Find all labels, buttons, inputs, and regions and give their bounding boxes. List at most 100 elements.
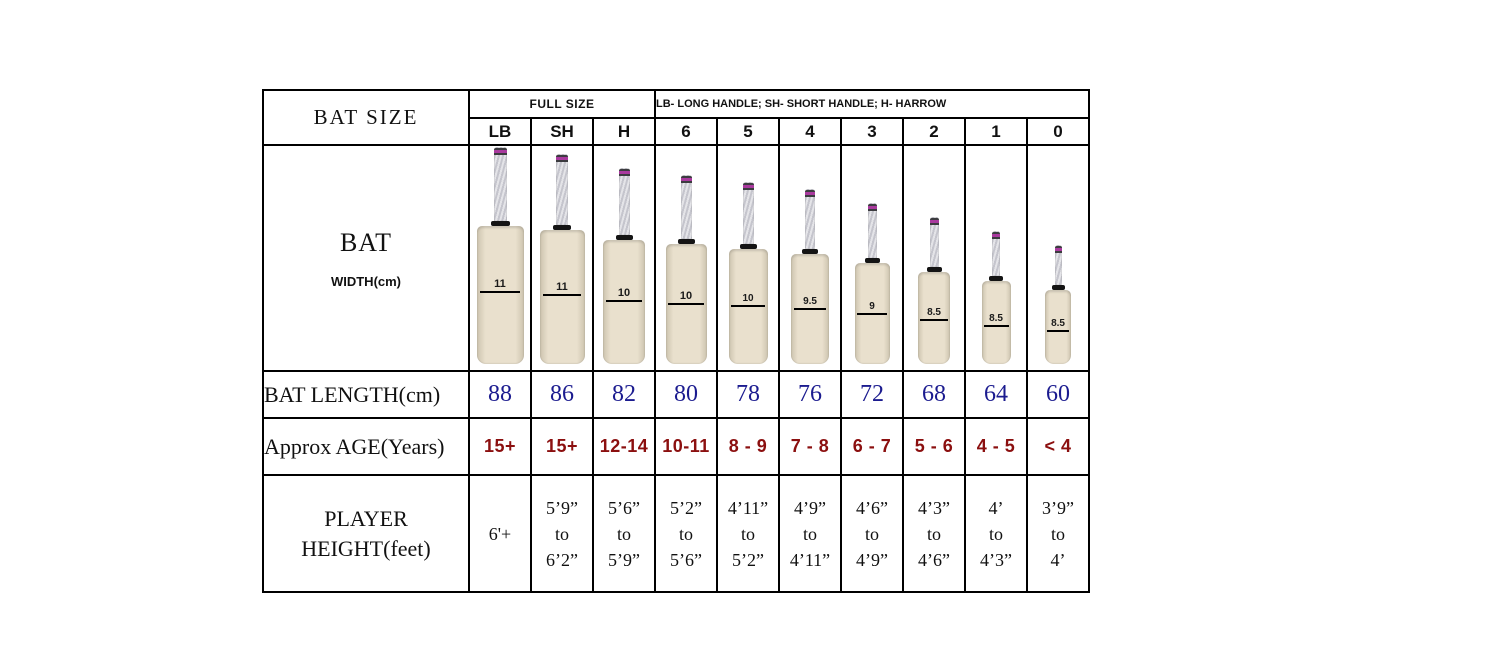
bat-length-row-label: BAT LENGTH(cm) xyxy=(262,370,470,419)
bat-handle-grip xyxy=(1054,245,1062,285)
cricket-bat-figure: 11 xyxy=(471,147,529,364)
bat-width-value: 9.5 xyxy=(793,296,827,310)
length-value-1: 64 xyxy=(964,370,1029,419)
grip-top-band xyxy=(556,155,568,162)
bat-collar xyxy=(490,221,510,226)
bat-label: BAT xyxy=(339,227,393,257)
length-value-SH: 86 xyxy=(530,370,594,419)
bat-size-chart: BAT SIZE FULL SIZE LB- LONG HANDLE; SH- … xyxy=(262,89,1091,593)
bat-collar xyxy=(615,235,633,240)
cricket-bat-figure: 11 xyxy=(533,154,591,364)
length-value-6: 80 xyxy=(654,370,719,419)
age-value-0: < 4 xyxy=(1026,417,1091,476)
bat-cell-1: 8.5 xyxy=(964,144,1029,372)
bat-cell-6: 10 xyxy=(654,144,719,372)
col-header-1: 1 xyxy=(964,117,1029,146)
col-header-4: 4 xyxy=(778,117,843,146)
bat-cell-3: 9 xyxy=(840,144,905,372)
cricket-bat-figure: 9 xyxy=(843,203,901,364)
cricket-bat-figure: 10 xyxy=(595,168,653,364)
bat-width-value: 9 xyxy=(856,301,888,316)
length-value-0: 60 xyxy=(1026,370,1091,419)
length-value-3: 72 xyxy=(840,370,905,419)
bat-handle-grip xyxy=(805,189,816,249)
bat-handle-grip xyxy=(556,154,568,225)
height-value-6: 5’2” to 5’6” xyxy=(654,474,719,593)
age-value-6: 10-11 xyxy=(654,417,719,476)
bat-width-value: 11 xyxy=(479,278,521,294)
grip-top-band xyxy=(992,232,1001,239)
grip-top-band xyxy=(742,183,754,190)
age-value-2: 5 - 6 xyxy=(902,417,967,476)
bat-blade: 10 xyxy=(728,249,768,364)
bat-cell-2: 8.5 xyxy=(902,144,967,372)
age-value-SH: 15+ xyxy=(530,417,594,476)
bat-blade: 9 xyxy=(854,263,890,364)
bat-blade: 10 xyxy=(603,240,645,364)
bat-width-unit-label: WIDTH(cm) xyxy=(330,273,402,289)
bat-width-row-label: BAT WIDTH(cm) xyxy=(262,144,470,372)
bat-width-value: 10 xyxy=(605,287,643,303)
bat-cell-5: 10 xyxy=(716,144,781,372)
height-value-SH: 5’9” to 6’2” xyxy=(530,474,594,593)
size-chart-table: BAT SIZE FULL SIZE LB- LONG HANDLE; SH- … xyxy=(262,89,1091,593)
height-value-H: 5’6” to 5’9” xyxy=(591,474,657,593)
height-value-4: 4’9” to 4’11” xyxy=(778,474,843,593)
age-value-5: 8 - 9 xyxy=(716,417,781,476)
col-header-3: 3 xyxy=(840,117,905,146)
age-value-3: 6 - 7 xyxy=(840,417,905,476)
height-value-3: 4’6” to 4’9” xyxy=(840,474,905,593)
bat-cell-H: 10 xyxy=(591,144,657,372)
col-header-SH: SH xyxy=(530,117,594,146)
bat-collar xyxy=(1051,285,1065,290)
age-row-label: Approx AGE(Years) xyxy=(262,417,470,476)
bat-handle-grip xyxy=(867,203,877,258)
bat-cell-SH: 11 xyxy=(530,144,594,372)
bat-collar xyxy=(677,239,695,244)
col-header-0: 0 xyxy=(1026,117,1091,146)
bat-collar xyxy=(802,249,819,254)
length-value-H: 82 xyxy=(591,370,657,419)
bat-blade: 11 xyxy=(476,226,524,364)
cricket-bat-figure: 10 xyxy=(719,182,777,364)
bat-collar xyxy=(739,244,757,249)
bat-collar xyxy=(864,258,880,263)
age-value-LB: 15+ xyxy=(468,417,532,476)
height-value-2: 4’3” to 4’6” xyxy=(902,474,967,593)
bat-width-value: 8.5 xyxy=(1046,318,1070,333)
bat-cell-0: 8.5 xyxy=(1026,144,1091,372)
bat-blade: 8.5 xyxy=(1045,290,1072,364)
length-value-4: 76 xyxy=(778,370,843,419)
grip-top-band xyxy=(867,204,877,211)
bat-cell-4: 9.5 xyxy=(778,144,843,372)
player-height-row-label: PLAYER HEIGHT(feet) xyxy=(262,474,470,593)
cricket-bat-figure: 8.5 xyxy=(1029,245,1087,364)
chart-title: BAT SIZE xyxy=(262,89,470,146)
bat-width-value: 10 xyxy=(731,293,765,307)
age-value-4: 7 - 8 xyxy=(778,417,843,476)
bat-blade: 11 xyxy=(539,230,585,364)
grip-top-band xyxy=(493,148,507,155)
cricket-bat-figure: 8.5 xyxy=(905,217,963,364)
bat-cell-LB: 11 xyxy=(468,144,532,372)
bat-handle-grip xyxy=(992,231,1001,276)
col-header-2: 2 xyxy=(902,117,967,146)
col-header-5: 5 xyxy=(716,117,781,146)
height-value-LB: 6'+ xyxy=(468,474,532,593)
bat-handle-grip xyxy=(493,147,507,221)
col-header-H: H xyxy=(591,117,657,146)
full-size-group-header: FULL SIZE xyxy=(467,89,657,119)
col-header-6: 6 xyxy=(654,117,719,146)
bat-blade: 10 xyxy=(665,244,707,364)
height-value-5: 4’11” to 5’2” xyxy=(716,474,781,593)
bat-collar xyxy=(926,267,942,272)
handle-legend: LB- LONG HANDLE; SH- SHORT HANDLE; H- HA… xyxy=(654,89,1091,119)
bat-width-value: 8.5 xyxy=(983,313,1009,327)
height-value-0: 3’9” to 4’ xyxy=(1026,474,1091,593)
length-value-2: 68 xyxy=(902,370,967,419)
bat-width-value: 11 xyxy=(542,281,582,296)
bat-blade: 8.5 xyxy=(918,272,951,364)
grip-top-band xyxy=(929,218,939,225)
cricket-bat-figure: 9.5 xyxy=(781,189,839,364)
